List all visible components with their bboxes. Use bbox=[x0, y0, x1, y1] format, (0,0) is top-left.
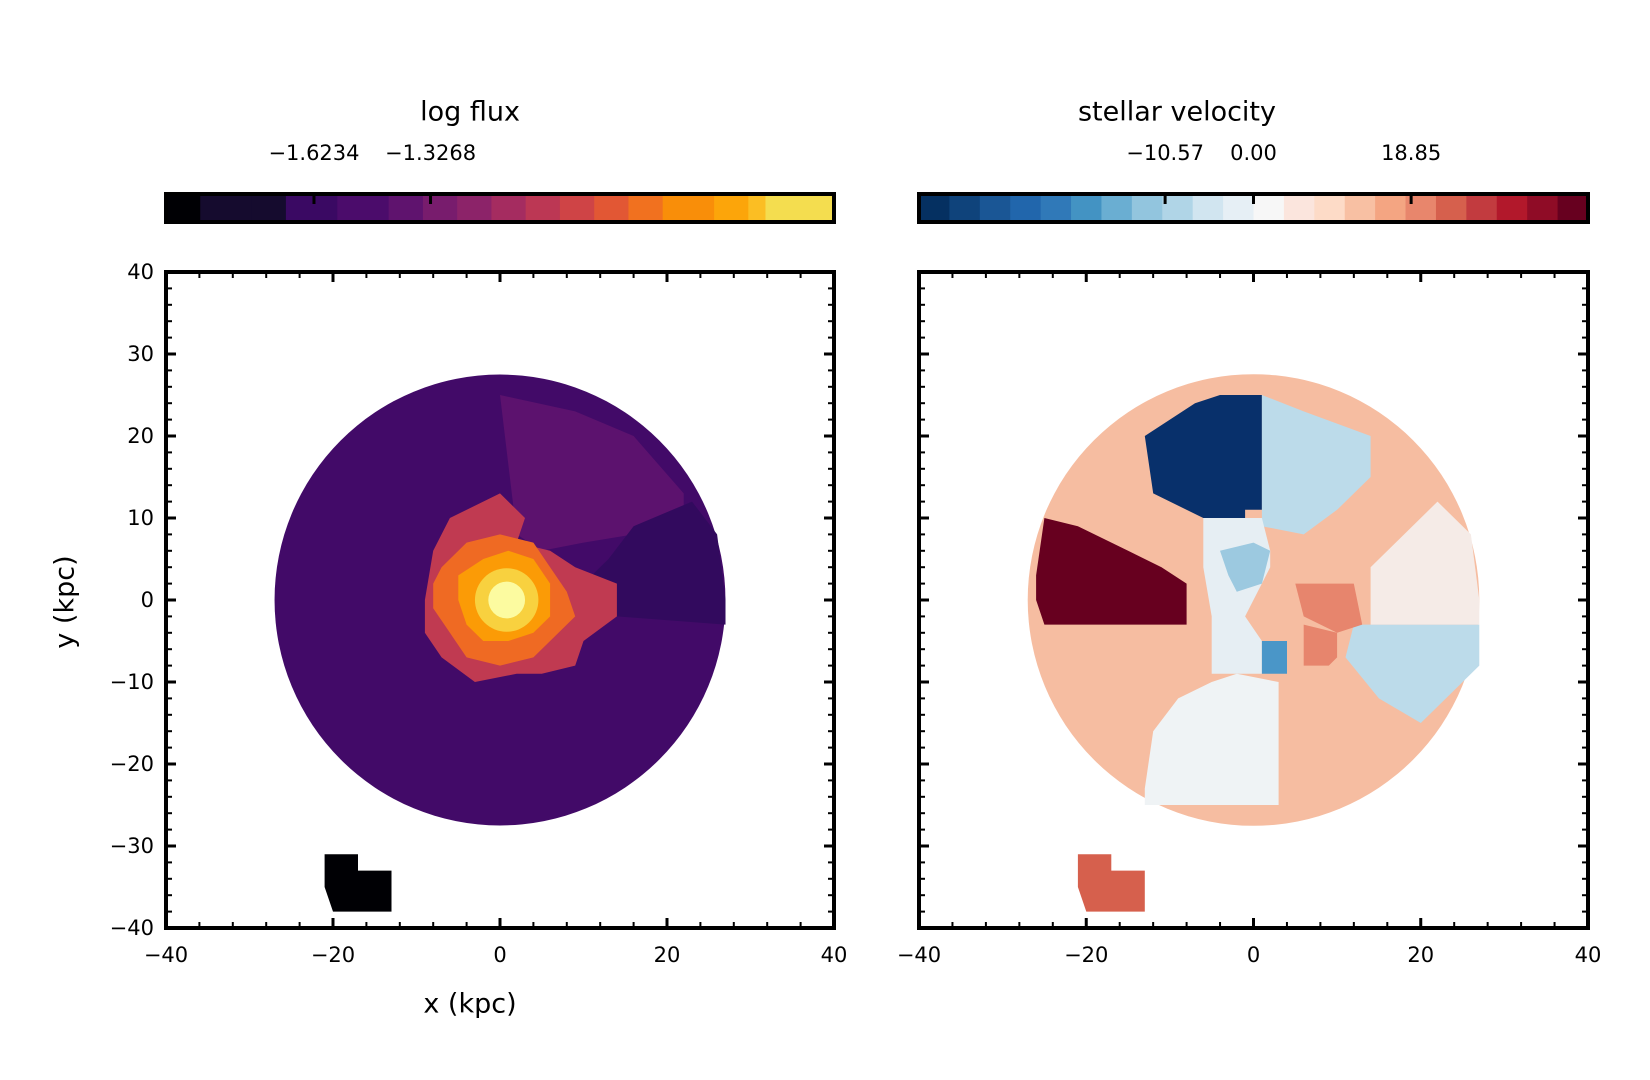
log-flux-colorbar-segment bbox=[525, 194, 561, 222]
stellar-velocity-map bbox=[1027, 374, 1480, 912]
log-flux-x-axis-label: x (kpc) bbox=[423, 989, 516, 1020]
log-flux-colorbar-segment bbox=[559, 194, 595, 222]
stellar-velocity-colorbar-segment bbox=[1040, 194, 1072, 222]
stellar-velocity-regions bbox=[1027, 374, 1480, 912]
stellar-velocity-colorbar-segment bbox=[1131, 194, 1163, 222]
log-flux-colorbar-segment bbox=[200, 194, 253, 222]
log-flux-colorbar-segment bbox=[166, 194, 201, 222]
log-flux-colorbar-segment bbox=[457, 194, 493, 222]
stellar-velocity-colorbar-segment bbox=[1162, 194, 1194, 222]
log-flux-colorbar-segment bbox=[337, 194, 390, 222]
log-flux-ytick-label: 40 bbox=[127, 260, 154, 284]
stellar-velocity-region-central-red-patch bbox=[1295, 583, 1363, 633]
stellar-velocity-region-central-blue-patch bbox=[1220, 542, 1271, 592]
log-flux-xtick-label: 20 bbox=[654, 943, 681, 967]
log-flux-xtick-label: −20 bbox=[311, 943, 355, 967]
stellar-velocity-colorbar-segment bbox=[1071, 194, 1103, 222]
log-flux-xtick-label: 0 bbox=[493, 943, 506, 967]
stellar-velocity-colorbar-tick-label: 18.85 bbox=[1381, 141, 1441, 165]
log-flux-axes: −40 −20 0 20 40 −40 −30 −20 −10 0 10 20 30 40 bbox=[110, 260, 848, 967]
log-flux-regions bbox=[274, 374, 726, 912]
log-flux-ytick-label: 0 bbox=[141, 588, 154, 612]
stellar-velocity-colorbar-segment bbox=[949, 194, 981, 222]
stellar-velocity-region-companion-clump bbox=[1077, 854, 1145, 912]
log-flux-colorbar-ticks: −1.6234 −1.3268 bbox=[268, 141, 476, 204]
stellar-velocity-region-east-south-east-sector bbox=[1345, 624, 1480, 723]
stellar-velocity-colorbar-segment bbox=[1496, 194, 1528, 222]
log-flux-map bbox=[274, 374, 726, 912]
log-flux-colorbar-segment bbox=[251, 194, 287, 222]
stellar-velocity-region-south-sector bbox=[1144, 673, 1279, 805]
stellar-velocity-colorbar-segment bbox=[1010, 194, 1042, 222]
stellar-velocity-colorbar-segment bbox=[1223, 194, 1255, 222]
stellar-velocity-colorbar-segment bbox=[1101, 194, 1133, 222]
stellar-velocity-region-west-receding bbox=[1036, 518, 1187, 625]
log-flux-ytick-label: −40 bbox=[110, 916, 154, 940]
log-flux-colorbar-segment bbox=[748, 194, 767, 222]
log-flux-colorbar-segment bbox=[662, 194, 715, 222]
stellar-velocity-region-nuclear-blue bbox=[1261, 641, 1287, 674]
log-flux-ytick-label: 30 bbox=[127, 342, 154, 366]
log-flux-xtick-label: −40 bbox=[144, 943, 188, 967]
log-flux-region-companion-clump bbox=[324, 854, 392, 912]
stellar-velocity-panel: stellar velocity −10.57 0.00 18.85 −40 −20 0… bbox=[897, 97, 1602, 968]
log-flux-colorbar-tick-label: −1.6234 bbox=[268, 141, 359, 165]
log-flux-colorbar-segment bbox=[594, 194, 630, 222]
stellar-velocity-region-disk-background bbox=[1027, 374, 1480, 826]
stellar-velocity-colorbar bbox=[917, 192, 1590, 224]
stellar-velocity-axes: −40 −20 0 20 40 bbox=[897, 270, 1602, 967]
log-flux-ytick-label: −30 bbox=[110, 834, 154, 858]
log-flux-ytick-label: 10 bbox=[127, 506, 154, 530]
stellar-velocity-colorbar-title: stellar velocity bbox=[1078, 97, 1276, 128]
stellar-velocity-xtick-label: 20 bbox=[1407, 943, 1434, 967]
log-flux-region-nucleus bbox=[488, 581, 526, 619]
log-flux-colorbar-segment bbox=[628, 194, 664, 222]
stellar-velocity-colorbar-segment bbox=[1435, 194, 1467, 222]
stellar-velocity-region-north-west-approaching bbox=[1144, 395, 1262, 518]
log-flux-colorbar-segment bbox=[765, 194, 835, 222]
log-flux-region-north-east-sector bbox=[500, 395, 684, 551]
stellar-velocity-colorbar-segment bbox=[1283, 194, 1315, 222]
log-flux-panel: log flux −1.6234 −1.3268 −40 −20 0 20 40 −40 −3… bbox=[50, 97, 848, 1020]
stellar-velocity-region-east-sector bbox=[1370, 501, 1480, 625]
log-flux-y-axis-label: y (kpc) bbox=[50, 555, 81, 648]
log-flux-colorbar-frame bbox=[164, 192, 836, 224]
stellar-velocity-xtick-label: −20 bbox=[1064, 943, 1108, 967]
stellar-velocity-region-south-east-red-patch bbox=[1303, 624, 1338, 666]
stellar-velocity-colorbar-segment bbox=[1466, 194, 1498, 222]
log-flux-colorbar-segment bbox=[285, 194, 338, 222]
stellar-velocity-colorbar-segment bbox=[979, 194, 1011, 222]
stellar-velocity-colorbar-segment bbox=[1314, 194, 1346, 222]
stellar-velocity-region-north-east-sector bbox=[1261, 395, 1371, 535]
stellar-velocity-colorbar-ticks: −10.57 0.00 18.85 bbox=[1126, 141, 1441, 204]
log-flux-ytick-label: −10 bbox=[110, 670, 154, 694]
stellar-velocity-colorbar-segment bbox=[1375, 194, 1407, 222]
stellar-velocity-xtick-label: 40 bbox=[1575, 943, 1602, 967]
stellar-velocity-colorbar-segment bbox=[1557, 194, 1589, 222]
log-flux-colorbar-segment bbox=[491, 194, 527, 222]
log-flux-ytick-label: 20 bbox=[127, 424, 154, 448]
stellar-velocity-colorbar-segment bbox=[919, 194, 951, 222]
stellar-velocity-colorbar-segment bbox=[1344, 194, 1376, 222]
log-flux-colorbar-title: log flux bbox=[420, 97, 520, 128]
log-flux-ytick-label: −20 bbox=[110, 752, 154, 776]
log-flux-colorbar-segment bbox=[422, 194, 458, 222]
stellar-velocity-colorbar-tick-label: −10.57 bbox=[1126, 141, 1204, 165]
stellar-velocity-colorbar-segment bbox=[1253, 194, 1285, 222]
stellar-velocity-xtick-label: −40 bbox=[897, 943, 941, 967]
log-flux-colorbar bbox=[164, 192, 836, 224]
stellar-velocity-colorbar-tick-label: 0.00 bbox=[1230, 141, 1277, 165]
log-flux-xtick-label: 40 bbox=[821, 943, 848, 967]
stellar-velocity-colorbar-segment bbox=[1192, 194, 1224, 222]
stellar-velocity-xtick-label: 0 bbox=[1247, 943, 1260, 967]
stellar-velocity-colorbar-segment bbox=[1527, 194, 1559, 222]
log-flux-colorbar-segment bbox=[388, 194, 424, 222]
log-flux-region-east-sector bbox=[583, 501, 726, 625]
log-flux-colorbar-tick-label: −1.3268 bbox=[385, 141, 476, 165]
log-flux-colorbar-segment bbox=[714, 194, 749, 222]
